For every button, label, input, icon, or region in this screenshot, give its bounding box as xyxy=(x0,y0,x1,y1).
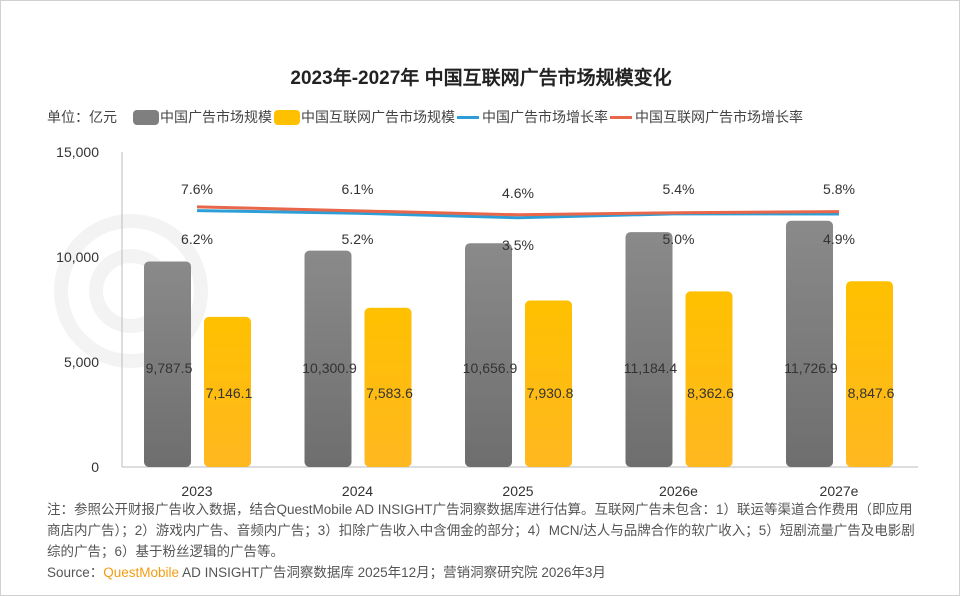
line-ad-growth-label: 5.2% xyxy=(342,231,374,247)
line-ad-growth-label: 6.2% xyxy=(181,231,213,247)
bar-ad-market xyxy=(304,250,352,467)
bar-ad-market xyxy=(625,232,673,467)
line-internet-ad-growth-label: 5.8% xyxy=(823,181,855,197)
data-label-ad-market: 10,656.9 xyxy=(463,360,518,376)
note-text: 注：参照公开财报广告收入数据，结合QuestMobile AD INSIGHT广… xyxy=(47,502,915,559)
x-tick-label: 2026e xyxy=(659,483,698,499)
y-tick-label: 15,000 xyxy=(56,144,99,160)
bar-internet-ad-market xyxy=(364,307,412,467)
source-rest: AD INSIGHT广告洞察数据库 2025年12月；营销洞察研究院 2026年… xyxy=(179,565,606,580)
line-internet-ad-growth-label: 5.4% xyxy=(663,181,695,197)
unit-label: 单位：亿元 xyxy=(47,109,117,125)
bar-internet-ad-market xyxy=(846,281,893,467)
bar-ad-market xyxy=(144,261,191,467)
data-label-ad-market: 11,726.9 xyxy=(784,360,838,376)
legend-item: 中国广告市场增长率 xyxy=(457,107,608,127)
legend-item: 中国广告市场规模 xyxy=(133,107,272,127)
x-tick-label: 2024 xyxy=(342,483,373,499)
y-tick-label: 5,000 xyxy=(64,354,99,370)
legend-swatch xyxy=(610,115,632,119)
bar-internet-ad-market xyxy=(685,291,733,467)
data-label-ad-market: 9,787.5 xyxy=(146,360,193,376)
data-label-internet-ad-market: 8,847.6 xyxy=(848,385,895,401)
x-tick-label: 2023 xyxy=(181,483,212,499)
legend: 单位：亿元 中国广告市场规模 中国互联网广告市场规模 中国广告市场增长率 中国互… xyxy=(47,107,805,127)
legend-label: 中国互联网广告市场规模 xyxy=(301,109,455,125)
line-ad-growth xyxy=(196,209,840,220)
bar-internet-ad-market xyxy=(204,316,251,467)
footnotes: 注：参照公开财报广告收入数据，结合QuestMobile AD INSIGHT广… xyxy=(47,499,917,583)
line-ad-growth-label: 4.9% xyxy=(823,231,855,247)
data-label-internet-ad-market: 8,362.6 xyxy=(687,385,734,401)
legend-item: 中国互联网广告市场规模 xyxy=(274,107,455,127)
legend-swatch xyxy=(457,115,479,119)
source-line: Source：QuestMobile AD INSIGHT广告洞察数据库 202… xyxy=(47,562,917,583)
legend-label: 中国广告市场规模 xyxy=(160,109,272,125)
line-internet-ad-growth xyxy=(196,205,840,217)
source-brand: QuestMobile xyxy=(103,565,180,580)
bar-ad-market xyxy=(465,243,512,467)
line-internet-ad-growth-label: 6.1% xyxy=(342,181,374,197)
data-label-internet-ad-market: 7,930.8 xyxy=(527,385,574,401)
bar-ad-market xyxy=(786,220,833,467)
x-tick-label: 2025 xyxy=(502,483,533,499)
line-internet-ad-growth-label: 4.6% xyxy=(502,185,534,201)
source-prefix: Source： xyxy=(47,565,104,580)
line-internet-ad-growth-label: 7.6% xyxy=(181,181,213,197)
bar-internet-ad-market xyxy=(525,300,572,467)
legend-swatch xyxy=(133,109,159,125)
data-label-ad-market: 10,300.9 xyxy=(302,360,357,376)
legend-item: 中国互联网广告市场增长率 xyxy=(610,107,803,127)
line-ad-growth-label: 3.5% xyxy=(502,237,534,253)
legend-swatch xyxy=(274,109,300,125)
data-label-internet-ad-market: 7,146.1 xyxy=(206,385,253,401)
chart-title: 2023年-2027年 中国互联网广告市场规模变化 xyxy=(290,68,672,89)
line-ad-growth-label: 5.0% xyxy=(663,231,695,247)
x-tick-label: 2027e xyxy=(820,483,859,499)
y-tick-label: 10,000 xyxy=(56,249,99,265)
y-tick-label: 0 xyxy=(91,459,99,475)
legend-label: 中国广告市场增长率 xyxy=(482,109,608,125)
legend-label: 中国互联网广告市场增长率 xyxy=(635,109,803,125)
data-label-internet-ad-market: 7,583.6 xyxy=(366,385,413,401)
data-label-ad-market: 11,184.4 xyxy=(624,360,678,376)
